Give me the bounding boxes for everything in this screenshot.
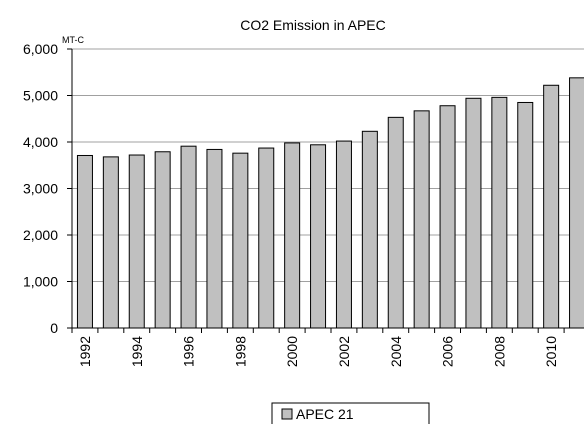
x-tick-label: 1998	[232, 336, 248, 367]
x-tick-label: 1992	[77, 336, 93, 367]
axes	[67, 48, 584, 333]
bar-2006	[439, 105, 456, 329]
bar-2000	[284, 142, 301, 329]
x-tick-label: 2004	[388, 336, 404, 367]
bar-2001	[310, 144, 327, 329]
bar-2009	[517, 101, 534, 329]
legend-label: APEC 21	[296, 406, 354, 422]
bar-2007	[465, 97, 482, 329]
y-tick-label: 6,000	[23, 41, 58, 57]
x-tick-label: 2008	[491, 336, 507, 367]
bar-1995	[154, 151, 171, 329]
x-tick-labels: 1992 1994 1996 1998 2000 2002 2004 2006 2008 2010	[77, 336, 559, 367]
bar-2003	[361, 130, 378, 329]
bar-2011	[569, 77, 584, 329]
bar-1993	[102, 156, 119, 329]
bar-1999	[258, 147, 275, 329]
bar-2004	[387, 116, 404, 329]
y-tick-label: 2,000	[23, 227, 58, 243]
y-tick-label: 1,000	[23, 274, 58, 290]
bar-2005	[413, 110, 430, 329]
y-tick-label: 4,000	[23, 134, 58, 150]
x-tick-label: 2000	[284, 336, 300, 367]
y-axis-unit: MT-C	[62, 35, 84, 45]
y-tick-labels: 0 1,000 2,000 3,000 4,000 5,000 6,000	[23, 41, 58, 336]
bar-2008	[491, 96, 508, 329]
y-tick-label: 5,000	[23, 88, 58, 104]
x-tick-label: 2002	[336, 336, 352, 367]
bar-1997	[206, 148, 223, 329]
bar-2010	[543, 84, 560, 329]
y-tick-label: 3,000	[23, 181, 58, 197]
x-tick-label: 2006	[440, 336, 456, 367]
chart-title: CO2 Emission in APEC	[240, 17, 386, 33]
x-tick-label: 1996	[181, 336, 197, 367]
x-tick-label: 1994	[129, 336, 145, 367]
legend: APEC 21	[271, 402, 430, 424]
bar-1998	[232, 152, 249, 329]
bars	[76, 77, 584, 329]
x-tick-label: 2010	[543, 336, 559, 367]
legend-swatch	[281, 408, 293, 420]
bar-1996	[180, 145, 197, 329]
legend-box	[271, 402, 430, 424]
bar-1992	[76, 154, 93, 329]
bar-1994	[128, 154, 145, 329]
y-tick-label: 0	[50, 320, 58, 336]
bar-2002	[335, 140, 352, 329]
